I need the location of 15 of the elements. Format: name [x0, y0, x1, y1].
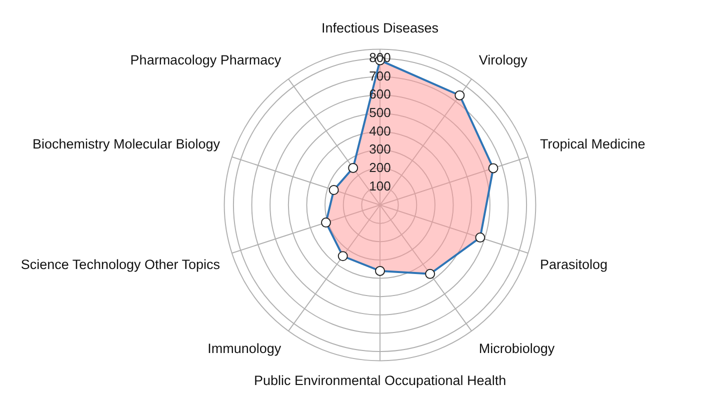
- y-tick-label: 200: [369, 160, 391, 175]
- y-tick-label: 400: [369, 123, 391, 138]
- y-tick-label: 100: [369, 178, 391, 194]
- y-tick-label: 500: [369, 104, 391, 120]
- spoke-label: Tropical Medicine: [540, 136, 646, 152]
- spoke-label: Microbiology: [478, 340, 555, 356]
- y-tick-label: 300: [369, 142, 391, 157]
- spoke-label: Public Environmental Occupational Health: [254, 373, 506, 388]
- spoke-label: Parasitolog: [540, 256, 608, 272]
- spoke-label: Virology: [478, 52, 528, 68]
- spoke-label: Immunology: [208, 340, 282, 356]
- spoke-label: Pharmacology Pharmacy: [130, 52, 282, 68]
- spoke-label: Biochemistry Molecular Biology: [32, 136, 220, 152]
- spoke-label: Science Technology Other Topics: [20, 256, 220, 272]
- spoke-label: Infectious Diseases: [321, 20, 439, 36]
